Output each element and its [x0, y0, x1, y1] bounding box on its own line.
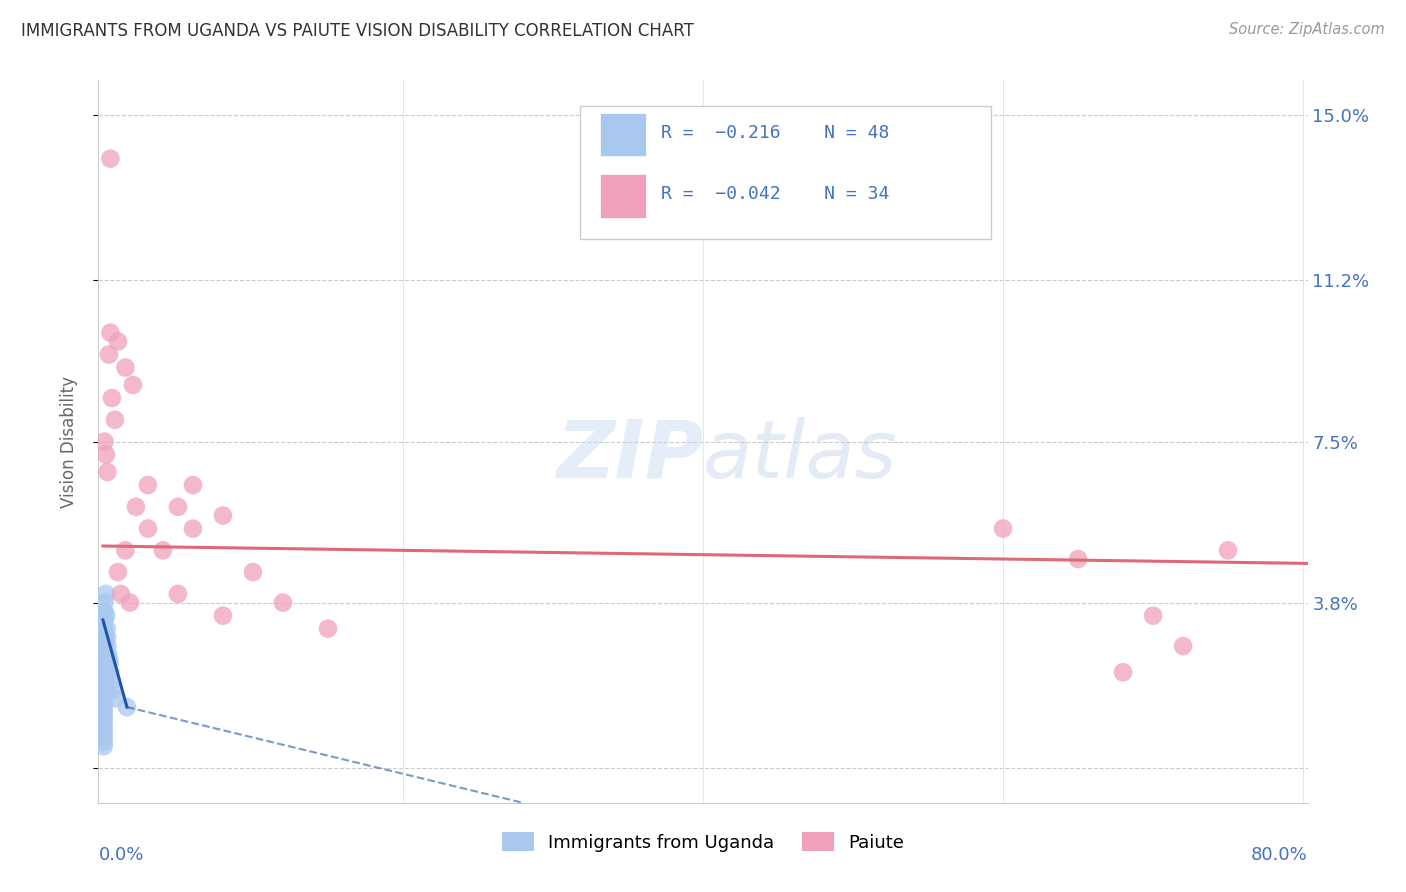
Text: 80.0%: 80.0% [1251, 847, 1308, 864]
Point [136, 522, 159, 536]
Point [94, 673, 117, 688]
Point [104, 413, 127, 427]
Point [101, 673, 124, 688]
Point [316, 622, 339, 636]
Point [96, 631, 118, 645]
Point [93, 596, 115, 610]
Point [212, 608, 235, 623]
Text: atlas: atlas [703, 417, 898, 495]
Point [181, 522, 204, 536]
Text: 0.0%: 0.0% [98, 847, 143, 864]
Point [96, 622, 118, 636]
Point [93, 639, 115, 653]
Point [93, 631, 115, 645]
Point [93, 648, 115, 662]
Y-axis label: Vision Disability: Vision Disability [59, 376, 77, 508]
FancyBboxPatch shape [600, 112, 647, 156]
Point [100, 665, 122, 680]
Point [122, 378, 145, 392]
Point [94, 587, 117, 601]
Point [93, 604, 115, 618]
Point [104, 691, 127, 706]
Point [107, 565, 129, 579]
Point [93, 717, 115, 731]
Point [93, 713, 115, 727]
Point [136, 478, 159, 492]
Point [1067, 552, 1090, 566]
Text: R =  −0.216    N = 48: R = −0.216 N = 48 [661, 124, 889, 142]
Point [1142, 608, 1164, 623]
Point [93, 665, 115, 680]
Text: R =  −0.042    N = 34: R = −0.042 N = 34 [661, 186, 889, 203]
Point [93, 726, 115, 740]
Point [93, 705, 115, 719]
Point [152, 543, 174, 558]
Point [94, 682, 117, 697]
Point [93, 691, 115, 706]
Point [97, 347, 120, 361]
Point [93, 669, 115, 683]
Point [93, 631, 115, 645]
Point [167, 587, 190, 601]
Legend: Immigrants from Uganda, Paiute: Immigrants from Uganda, Paiute [495, 825, 911, 859]
FancyBboxPatch shape [579, 105, 991, 239]
Point [93, 696, 115, 710]
Point [115, 700, 138, 714]
Point [271, 596, 294, 610]
Point [125, 500, 148, 514]
Text: IMMIGRANTS FROM UGANDA VS PAIUTE VISION DISABILITY CORRELATION CHART: IMMIGRANTS FROM UGANDA VS PAIUTE VISION … [21, 22, 695, 40]
Point [242, 565, 264, 579]
Point [103, 682, 125, 697]
Point [1171, 639, 1194, 653]
Point [118, 596, 141, 610]
Point [93, 622, 115, 636]
Point [100, 152, 122, 166]
Point [93, 687, 115, 701]
Point [93, 708, 115, 723]
Point [101, 391, 124, 405]
Point [93, 665, 115, 680]
Point [1216, 543, 1239, 558]
Point [93, 643, 115, 657]
Point [93, 673, 115, 688]
Point [93, 678, 115, 692]
Point [114, 543, 136, 558]
Point [100, 326, 122, 340]
Point [181, 478, 204, 492]
Point [93, 731, 115, 745]
Point [93, 434, 115, 449]
Point [991, 522, 1014, 536]
Point [93, 739, 115, 754]
Point [94, 652, 117, 666]
Point [93, 682, 115, 697]
Point [1112, 665, 1135, 680]
Point [96, 608, 118, 623]
Point [107, 334, 129, 349]
Point [93, 613, 115, 627]
Point [93, 735, 115, 749]
Point [93, 661, 115, 675]
Point [212, 508, 235, 523]
Point [97, 648, 120, 662]
Point [93, 722, 115, 736]
Point [114, 360, 136, 375]
Point [94, 448, 117, 462]
Point [93, 652, 115, 666]
Point [96, 639, 118, 653]
Point [97, 652, 120, 666]
FancyBboxPatch shape [600, 174, 647, 218]
Point [96, 465, 118, 479]
Point [93, 657, 115, 671]
Point [110, 587, 132, 601]
Point [93, 639, 115, 653]
Point [93, 700, 115, 714]
Point [98, 657, 121, 671]
Text: ZIP: ZIP [555, 417, 703, 495]
Point [167, 500, 190, 514]
Text: Source: ZipAtlas.com: Source: ZipAtlas.com [1229, 22, 1385, 37]
